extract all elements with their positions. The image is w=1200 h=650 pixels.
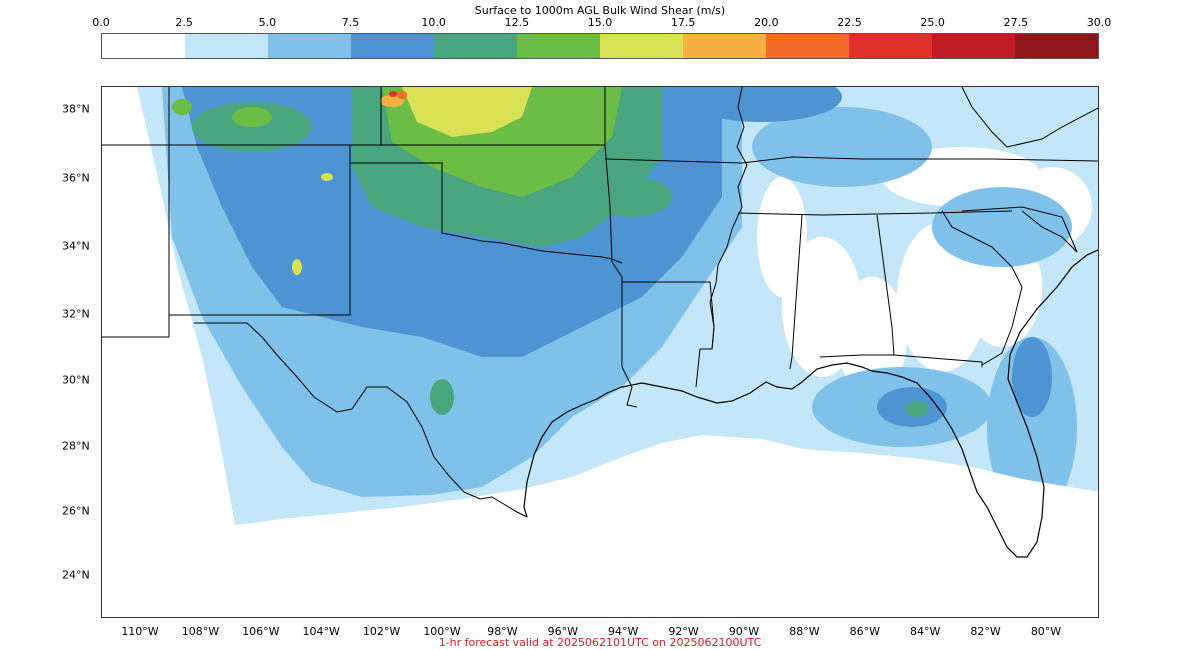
shear-contour bbox=[397, 91, 407, 99]
colorbar-tick-label: 10.0 bbox=[421, 16, 446, 29]
longitude-label: 94°W bbox=[608, 625, 639, 638]
colorbar-segment bbox=[268, 34, 351, 58]
map-panel bbox=[101, 86, 1099, 618]
wind-shear-field bbox=[137, 87, 1098, 525]
shear-contour bbox=[932, 187, 1072, 267]
colorbar-segment bbox=[517, 34, 600, 58]
latitude-label: 28°N bbox=[62, 439, 90, 453]
longitude-label: 80°W bbox=[1030, 625, 1062, 638]
longitude-label: 106°W bbox=[242, 625, 280, 638]
colorbar-segment bbox=[766, 34, 849, 58]
colorbar-segment bbox=[1015, 34, 1098, 58]
shear-contour bbox=[682, 87, 842, 122]
latitude-label: 30°N bbox=[62, 373, 90, 387]
colorbar-tick-label: 7.5 bbox=[341, 16, 360, 29]
latitude-label: 34°N bbox=[62, 239, 90, 253]
latitude-label: 36°N bbox=[62, 171, 90, 185]
latitude-label: 24°N bbox=[62, 568, 90, 582]
colorbar-tick-label: 30.0 bbox=[1086, 16, 1112, 29]
colorbar-segment bbox=[185, 34, 268, 58]
colorbar-tick-label: 25.0 bbox=[920, 16, 945, 29]
colorbar-segment bbox=[932, 34, 1015, 58]
colorbar-segment bbox=[849, 34, 932, 58]
latitude-label: 38°N bbox=[62, 102, 90, 116]
forecast-footer: 1-hr forecast valid at 2025062101UTC on … bbox=[438, 636, 762, 649]
colorbar-tick-label: 2.5 bbox=[175, 16, 193, 29]
longitude-label: 104°W bbox=[302, 625, 340, 638]
colorbar-tick-label: 22.5 bbox=[837, 16, 862, 29]
longitude-label: 82°W bbox=[970, 625, 1001, 638]
longitude-label: 108°W bbox=[181, 625, 220, 638]
colorbar bbox=[101, 33, 1099, 59]
latitude-label: 26°N bbox=[62, 504, 90, 518]
colorbar-tick-label: 17.5 bbox=[670, 16, 696, 29]
longitude-label: 84°W bbox=[910, 625, 941, 638]
coastline bbox=[523, 249, 1098, 558]
longitude-label: 88°W bbox=[789, 625, 820, 638]
map-canvas bbox=[102, 87, 1098, 558]
colorbar-tick-label: 20.0 bbox=[754, 16, 779, 29]
shear-contour bbox=[757, 177, 807, 297]
longitude-label: 86°W bbox=[849, 625, 880, 638]
shear-contour bbox=[402, 87, 532, 137]
shear-contour bbox=[252, 232, 312, 282]
colorbar-tick-label: 0.0 bbox=[92, 16, 110, 29]
colorbar-segment bbox=[102, 34, 185, 58]
shear-contour bbox=[380, 95, 404, 107]
colorbar-segment bbox=[351, 34, 434, 58]
longitude-label: 92°W bbox=[668, 625, 699, 638]
colorbar-segment bbox=[600, 34, 683, 58]
longitude-label: 98°W bbox=[487, 625, 518, 638]
longitude-label: 90°W bbox=[728, 625, 760, 638]
colorbar-tick-label: 15.0 bbox=[587, 16, 613, 29]
state-boundaries bbox=[102, 87, 1098, 518]
latitude-label: 32°N bbox=[62, 307, 90, 321]
colorbar-title: Surface to 1000m AGL Bulk Wind Shear (m/… bbox=[474, 4, 726, 17]
colorbar-segment bbox=[683, 34, 766, 58]
colorbar-tick-label: 12.5 bbox=[504, 16, 530, 29]
colorbar-segment bbox=[434, 34, 517, 58]
shear-contour bbox=[172, 99, 192, 115]
shear-contour bbox=[602, 497, 1002, 525]
longitude-label: 96°W bbox=[547, 625, 578, 638]
shear-contour bbox=[430, 379, 454, 415]
shear-contour bbox=[389, 91, 397, 97]
longitude-label: 102°W bbox=[362, 625, 401, 638]
colorbar-tick-label: 27.5 bbox=[1003, 16, 1029, 29]
shear-contour bbox=[522, 487, 802, 525]
shear-contour bbox=[1012, 337, 1052, 417]
longitude-label: 110°W bbox=[121, 625, 159, 638]
shear-contour bbox=[292, 259, 302, 275]
longitude-label: 100°W bbox=[423, 625, 461, 638]
shear-contour bbox=[905, 401, 929, 417]
shear-contour bbox=[752, 107, 932, 187]
shear-contour bbox=[232, 107, 272, 127]
colorbar-tick-label: 5.0 bbox=[258, 16, 277, 29]
shear-contour bbox=[592, 177, 672, 217]
shear-contour bbox=[321, 173, 333, 181]
